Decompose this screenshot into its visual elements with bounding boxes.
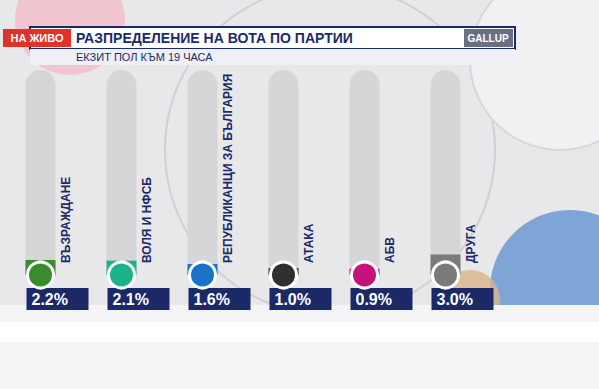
svg-text:РЕПУБЛИКАНЦИ ЗА БЪЛГАРИЯ: РЕПУБЛИКАНЦИ ЗА БЪЛГАРИЯ [221, 74, 235, 263]
svg-text:GALLUP: GALLUP [467, 33, 508, 44]
svg-text:АБВ: АБВ [383, 237, 397, 263]
svg-text:3.0%: 3.0% [437, 291, 473, 308]
svg-text:2.1%: 2.1% [113, 291, 149, 308]
svg-text:НА ЖИВО: НА ЖИВО [10, 32, 63, 44]
svg-text:1.0%: 1.0% [275, 291, 311, 308]
svg-text:ВОЛЯ И НФСБ: ВОЛЯ И НФСБ [140, 177, 154, 263]
svg-text:0.9%: 0.9% [356, 291, 392, 308]
svg-text:РАЗПРЕДЕЛЕНИЕ НА ВОТА ПО ПАРТИ: РАЗПРЕДЕЛЕНИЕ НА ВОТА ПО ПАРТИИ [76, 30, 353, 46]
svg-text:2.2%: 2.2% [32, 291, 68, 308]
svg-text:ВЪЗРАЖДАНЕ: ВЪЗРАЖДАНЕ [59, 177, 73, 263]
svg-text:АТАКА: АТАКА [302, 223, 316, 263]
svg-text:ДРУГА: ДРУГА [464, 224, 478, 263]
svg-text:ЕКЗИТ ПОЛ КЪМ 19 ЧАСА: ЕКЗИТ ПОЛ КЪМ 19 ЧАСА [76, 51, 213, 63]
svg-text:1.6%: 1.6% [194, 291, 230, 308]
